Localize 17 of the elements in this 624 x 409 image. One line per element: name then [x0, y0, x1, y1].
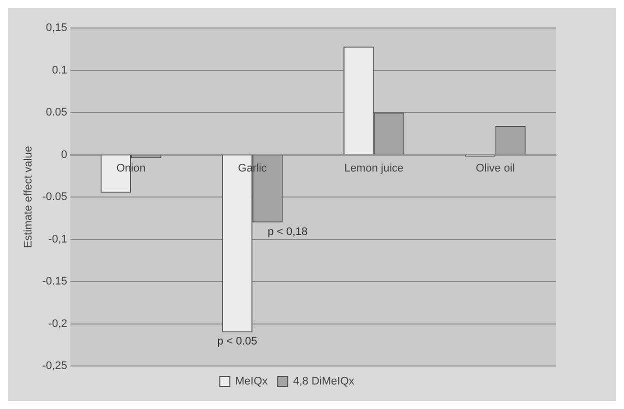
legend-label: 4,8 DiMeIQx — [293, 376, 355, 388]
y-tick-label: -0,1 — [48, 233, 68, 246]
x-tick-label: Olive oil — [476, 162, 515, 174]
y-tick-label: -0.15 — [42, 276, 68, 288]
x-tick-label: Lemon juice — [344, 162, 404, 174]
y-tick-label: -0.05 — [42, 191, 68, 204]
y-tick-label: 0,15 — [46, 22, 68, 34]
x-tick-label: Garlic — [238, 162, 268, 174]
y-tick-label: 0.1 — [52, 64, 68, 76]
y-tick-label: -0,25 — [42, 360, 68, 372]
legend-label: MeIQx — [235, 376, 268, 388]
annotation: p < 0,18 — [268, 226, 308, 238]
y-axis-title: Estimate effect value — [22, 146, 35, 248]
y-tick-label: 0.05 — [46, 106, 68, 119]
y-tick-label: -0,2 — [48, 318, 68, 330]
y-tick-label: 0 — [61, 148, 68, 161]
annotation: p < 0.05 — [217, 336, 258, 348]
